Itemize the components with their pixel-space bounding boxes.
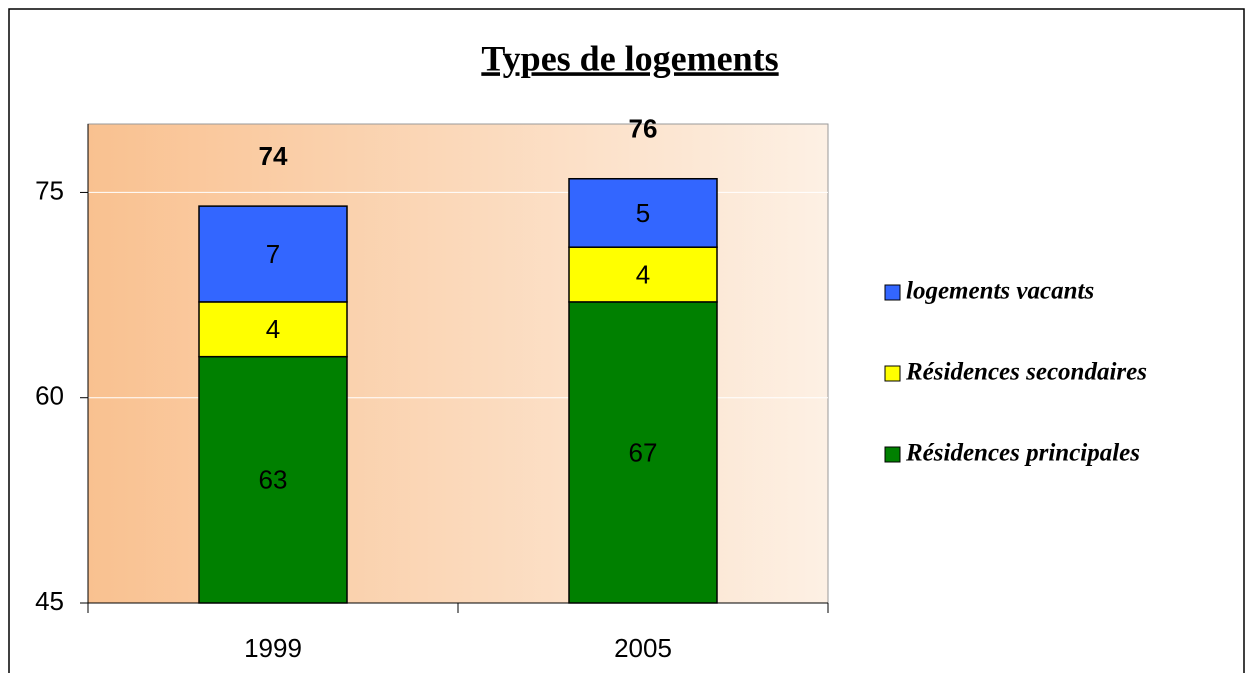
total-label: 74 <box>259 141 288 171</box>
legend-swatch <box>884 284 901 301</box>
y-tick-label: 75 <box>35 175 64 205</box>
y-tick-label: 60 <box>35 381 64 411</box>
bar-segment <box>568 246 718 303</box>
x-tick-label: 2005 <box>614 633 672 663</box>
total-label: 76 <box>629 114 658 144</box>
legend-swatch <box>884 446 901 463</box>
value-label: 5 <box>636 198 650 228</box>
value-label: 4 <box>636 259 650 289</box>
bar-segment <box>198 205 348 303</box>
y-tick-label: 45 <box>35 586 64 616</box>
value-label: 4 <box>266 314 280 344</box>
legend-label: Résidences principales <box>905 440 1140 467</box>
legend-label: logements vacants <box>906 278 1094 305</box>
value-label: 7 <box>266 239 280 269</box>
bar-segment <box>198 355 348 604</box>
frame <box>8 8 1245 673</box>
legend-swatch <box>884 365 901 382</box>
value-label: 67 <box>629 437 658 467</box>
chart-title: Types de logements <box>481 38 778 78</box>
legend-label: Résidences secondaires <box>905 359 1147 386</box>
bar-segment <box>568 177 718 248</box>
bar-segment <box>568 301 718 604</box>
value-label: 63 <box>259 465 288 495</box>
x-tick-label: 1999 <box>244 633 302 663</box>
